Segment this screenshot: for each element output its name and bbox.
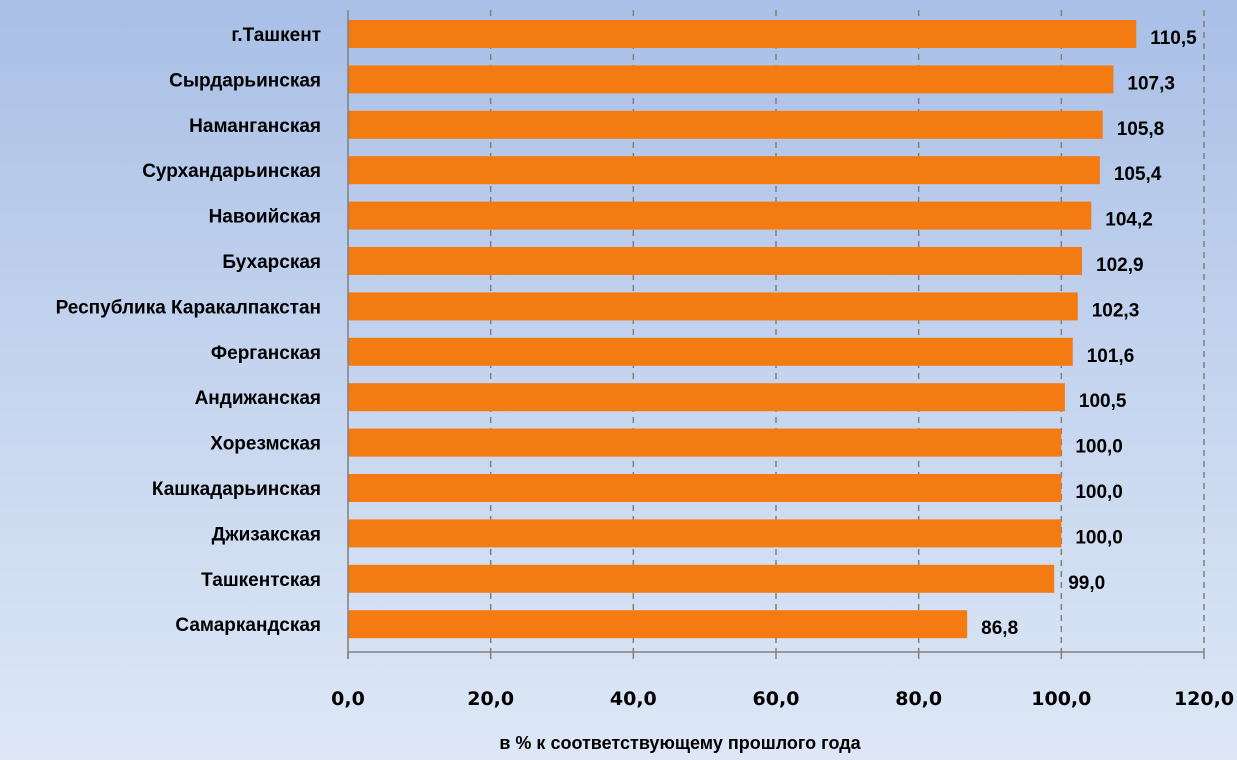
value-label-4: 104,2 bbox=[1105, 210, 1153, 231]
bar-11 bbox=[348, 519, 1062, 548]
bar-13 bbox=[348, 610, 968, 639]
grid-layer bbox=[489, 10, 1205, 652]
x-tick-label-6: 120,0 bbox=[1174, 688, 1234, 710]
bar-6 bbox=[348, 292, 1078, 321]
value-label-10: 100,0 bbox=[1075, 482, 1123, 503]
category-label-3: Сурхандарьинская bbox=[142, 161, 321, 182]
axis-layer: 0,0 20,0 40,0 60,0 80,0 100,0 120,0 bbox=[331, 10, 1234, 710]
category-label-12: Ташкентская bbox=[201, 570, 321, 591]
value-label-0: 110,5 bbox=[1150, 28, 1197, 49]
value-label-1: 107,3 bbox=[1127, 73, 1175, 94]
bar-2 bbox=[348, 110, 1103, 139]
bar-0 bbox=[348, 20, 1137, 48]
bar-10 bbox=[348, 474, 1062, 502]
bars-layer bbox=[348, 20, 1137, 639]
bar-1 bbox=[348, 65, 1114, 94]
x-tick-label-2: 40,0 bbox=[610, 688, 657, 710]
value-label-3: 105,4 bbox=[1114, 164, 1162, 185]
category-label-7: Ферганская bbox=[211, 343, 321, 364]
category-label-11: Джизакская bbox=[212, 524, 321, 545]
value-label-8: 100,5 bbox=[1079, 391, 1127, 412]
x-tick-label-3: 60,0 bbox=[753, 688, 800, 710]
x-axis-title: в % к соответствующему прошлого года bbox=[499, 733, 861, 753]
bar-9 bbox=[348, 428, 1062, 457]
bar-4 bbox=[348, 201, 1092, 230]
category-label-13: Самаркандская bbox=[175, 615, 321, 636]
bar-12 bbox=[348, 564, 1055, 593]
x-tick-label-1: 20,0 bbox=[467, 688, 514, 710]
bar-5 bbox=[348, 247, 1083, 275]
category-label-5: Бухарская bbox=[222, 252, 321, 273]
category-label-0: г.Ташкент bbox=[231, 25, 321, 46]
category-label-1: Сырдарьинская bbox=[169, 70, 321, 91]
category-label-2: Наманганская bbox=[189, 116, 321, 137]
value-label-9: 100,0 bbox=[1075, 437, 1123, 458]
value-label-2: 105,8 bbox=[1117, 119, 1165, 140]
value-label-13: 86,8 bbox=[981, 618, 1018, 639]
value-label-7: 101,6 bbox=[1087, 346, 1135, 367]
value-label-11: 100,0 bbox=[1075, 527, 1123, 548]
category-label-9: Хорезмская bbox=[210, 434, 321, 455]
category-label-10: Кашкадарьинская bbox=[152, 479, 321, 500]
labels-layer: г.Ташкент 110,5 Сырдарьинская 107,3 Наманган… bbox=[56, 25, 1198, 639]
category-label-4: Навоийская bbox=[209, 207, 321, 228]
category-label-6: Республика Каракалпакстан bbox=[56, 297, 321, 318]
bar-3 bbox=[348, 156, 1100, 185]
category-label-8: Андижанская bbox=[195, 388, 321, 409]
x-tick-label-5: 100,0 bbox=[1031, 688, 1091, 710]
value-label-6: 102,3 bbox=[1092, 300, 1140, 321]
value-label-12: 99,0 bbox=[1068, 573, 1105, 594]
value-label-5: 102,9 bbox=[1096, 255, 1144, 276]
bar-7 bbox=[348, 337, 1073, 366]
x-tick-label-0: 0,0 bbox=[331, 688, 365, 710]
bar-8 bbox=[348, 383, 1065, 412]
x-tick-label-4: 80,0 bbox=[895, 688, 942, 710]
